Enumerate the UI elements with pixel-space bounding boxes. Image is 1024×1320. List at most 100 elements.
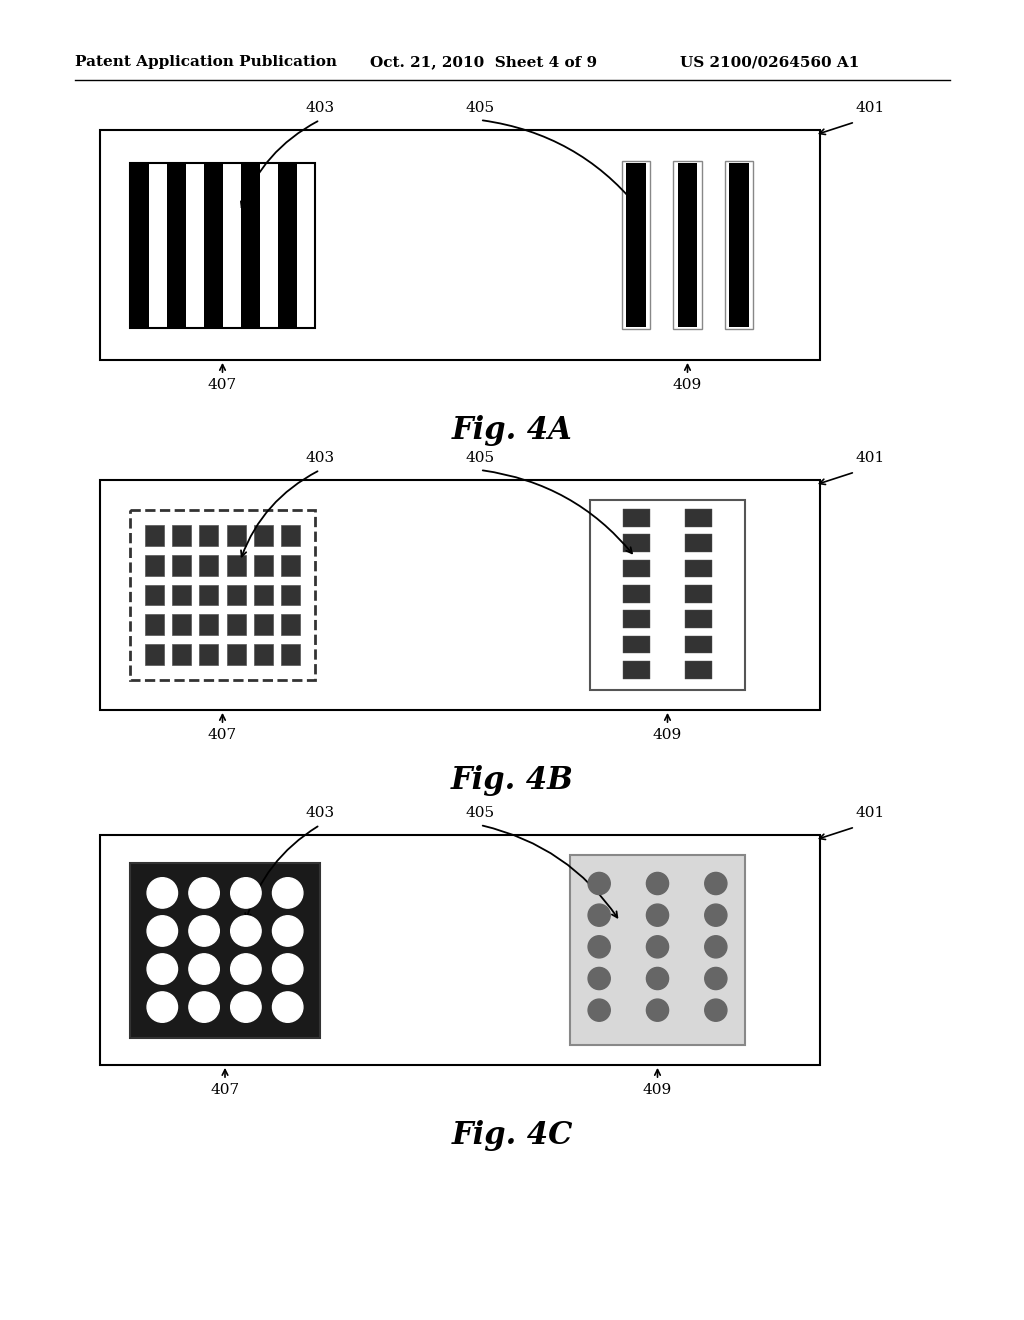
Text: Oct. 21, 2010  Sheet 4 of 9: Oct. 21, 2010 Sheet 4 of 9 (370, 55, 597, 69)
Bar (590, 500, 745, 690)
Bar (145, 524, 164, 545)
Bar (130, 862, 319, 1038)
Text: 405: 405 (466, 102, 495, 115)
Circle shape (188, 878, 219, 908)
Bar (278, 162, 297, 327)
Text: Fig. 4B: Fig. 4B (451, 766, 573, 796)
Circle shape (188, 991, 219, 1022)
Bar (200, 554, 218, 576)
Circle shape (230, 954, 261, 985)
Bar (254, 585, 272, 606)
Bar (624, 560, 649, 577)
Text: 405: 405 (466, 807, 495, 820)
Circle shape (705, 873, 727, 895)
Circle shape (705, 999, 727, 1022)
Bar (145, 585, 164, 606)
Bar (674, 161, 701, 329)
Bar (624, 610, 649, 628)
Bar (685, 535, 712, 552)
Bar (226, 585, 246, 606)
Circle shape (188, 954, 219, 985)
Text: 403: 403 (305, 451, 335, 465)
Text: Fig. 4C: Fig. 4C (452, 1119, 572, 1151)
Circle shape (588, 999, 610, 1022)
Bar (241, 162, 259, 327)
Bar (145, 554, 164, 576)
Bar (725, 161, 754, 329)
Bar (100, 836, 820, 1065)
Bar (685, 585, 712, 603)
Bar (130, 162, 148, 327)
Bar (624, 535, 649, 552)
Bar (570, 855, 745, 1045)
Bar (204, 162, 222, 327)
Circle shape (147, 916, 177, 946)
Circle shape (588, 936, 610, 958)
Bar (226, 644, 246, 665)
Circle shape (272, 991, 303, 1022)
Bar (254, 614, 272, 635)
Bar (100, 129, 820, 360)
Circle shape (646, 999, 669, 1022)
Circle shape (705, 968, 727, 990)
Text: 401: 401 (855, 451, 885, 465)
Text: 407: 407 (208, 378, 238, 392)
Circle shape (272, 916, 303, 946)
Text: US 2100/0264560 A1: US 2100/0264560 A1 (680, 55, 859, 69)
Bar (281, 524, 300, 545)
Bar (226, 524, 246, 545)
Circle shape (705, 936, 727, 958)
Bar (222, 162, 241, 327)
Circle shape (705, 904, 727, 927)
Bar (185, 162, 204, 327)
Bar (259, 162, 278, 327)
Circle shape (646, 904, 669, 927)
Bar (130, 162, 315, 327)
Circle shape (272, 878, 303, 908)
Bar (172, 644, 191, 665)
Bar (172, 614, 191, 635)
Circle shape (188, 916, 219, 946)
Bar (685, 560, 712, 577)
Bar (226, 554, 246, 576)
Bar (100, 480, 820, 710)
Bar (200, 644, 218, 665)
Text: 401: 401 (855, 807, 885, 820)
Bar (678, 162, 697, 327)
Circle shape (230, 991, 261, 1022)
Bar (281, 614, 300, 635)
Circle shape (646, 968, 669, 990)
Text: 407: 407 (208, 729, 238, 742)
Bar (281, 585, 300, 606)
Text: 403: 403 (305, 807, 335, 820)
Bar (148, 162, 167, 327)
Circle shape (230, 916, 261, 946)
Circle shape (147, 954, 177, 985)
Bar (622, 161, 650, 329)
Text: 405: 405 (466, 451, 495, 465)
Bar (685, 635, 712, 653)
Bar (200, 585, 218, 606)
Bar (281, 644, 300, 665)
Bar (172, 524, 191, 545)
Bar (130, 510, 315, 680)
Text: 409: 409 (673, 378, 702, 392)
Bar (145, 644, 164, 665)
Bar (145, 614, 164, 635)
Circle shape (646, 873, 669, 895)
Bar (254, 554, 272, 576)
Text: 409: 409 (643, 1082, 672, 1097)
Bar (281, 554, 300, 576)
Text: Fig. 4A: Fig. 4A (452, 414, 572, 446)
Circle shape (588, 904, 610, 927)
Bar (200, 614, 218, 635)
Bar (624, 661, 649, 678)
Circle shape (646, 936, 669, 958)
Circle shape (272, 954, 303, 985)
Text: 407: 407 (211, 1082, 240, 1097)
Bar (626, 162, 646, 327)
Bar (685, 510, 712, 527)
Bar (685, 610, 712, 628)
Bar (624, 585, 649, 603)
Bar (624, 510, 649, 527)
